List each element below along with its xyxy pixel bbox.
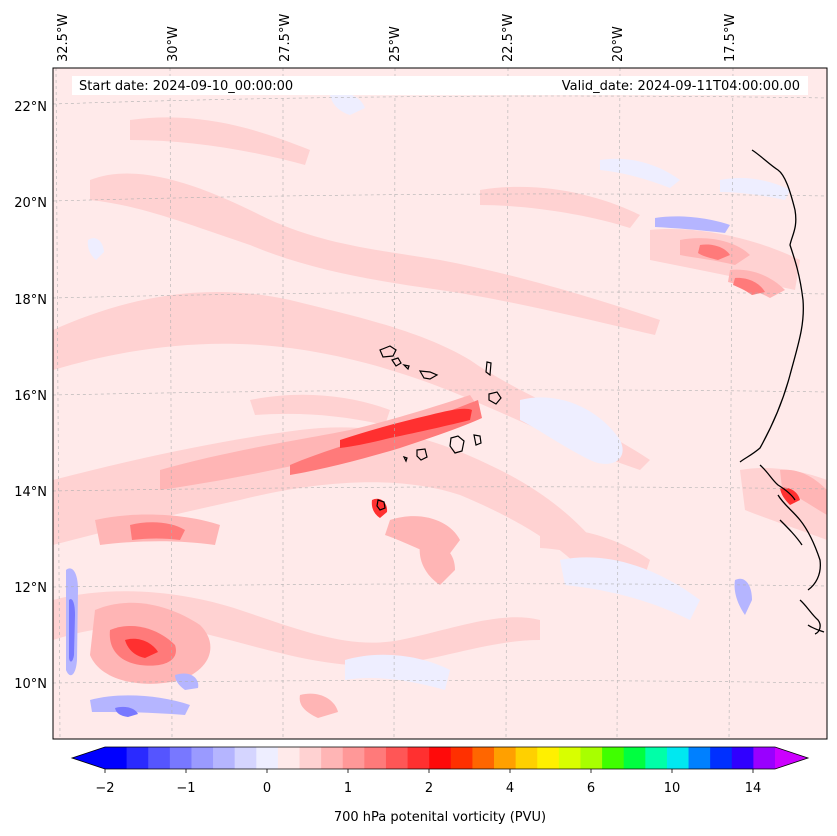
pv-contours-negative <box>87 93 790 690</box>
colorbar-cell <box>256 747 279 769</box>
latitude-labels: 22°N 20°N 18°N 16°N 14°N 12°N 10°N <box>14 100 47 692</box>
colorbar-tick-label: 14 <box>745 781 762 796</box>
colorbar-under-triangle <box>72 747 105 769</box>
lat-label-14n: 14°N <box>14 485 47 500</box>
colorbar-tick-label: 2 <box>425 781 433 796</box>
colorbar-cell <box>429 747 452 769</box>
longitude-labels: 32.5°W 30°W 27.5°W 25°W 22.5°W 20°W 17.5… <box>56 14 738 62</box>
start-date-label: Start date: 2024-09-10_00:00:00 <box>79 79 293 94</box>
colorbar-tick-label: 0 <box>263 781 271 796</box>
colorbar-cell <box>688 747 711 769</box>
cape-verde-islands <box>376 345 502 511</box>
colorbar-tick-label: 6 <box>587 781 595 796</box>
colorbar-cell <box>385 747 408 769</box>
lon-label-32-5w: 32.5°W <box>56 14 71 62</box>
colorbar-cell <box>645 747 668 769</box>
colorbar-cell <box>494 747 517 769</box>
colorbar-tick-label: 10 <box>664 781 681 796</box>
colorbar-cell <box>407 747 430 769</box>
colorbar-cell <box>602 747 625 769</box>
colorbar-label: 700 hPa potenital vorticity (PVU) <box>334 810 546 825</box>
lon-label-20w: 20°W <box>611 26 626 62</box>
colorbar-cell <box>191 747 214 769</box>
colorbar: −2 −1 0 1 2 4 6 10 14 700 hPa potenital vorticit… <box>70 746 810 825</box>
map-plot-area <box>53 68 827 739</box>
colorbar-cell <box>277 747 300 769</box>
colorbar-tick-label: −1 <box>176 781 195 796</box>
lat-label-10n: 10°N <box>14 677 47 692</box>
colorbar-cell <box>515 747 538 769</box>
coastline <box>739 149 825 635</box>
valid-date-label: Valid_date: 2024-09-11T04:00:00.00 <box>562 79 800 94</box>
lat-label-16n: 16°N <box>14 389 47 404</box>
colorbar-cell <box>169 747 192 769</box>
lat-label-18n: 18°N <box>14 293 47 308</box>
colorbar-cell <box>234 747 257 769</box>
map-frame <box>52 67 828 740</box>
lon-label-27-5w: 27.5°W <box>278 14 293 62</box>
colorbar-cell <box>105 747 128 769</box>
colorbar-tick-label: 4 <box>506 781 514 796</box>
colorbar-cell <box>148 747 171 769</box>
colorbar-cell <box>364 747 387 769</box>
colorbar-cell <box>537 747 560 769</box>
lat-label-20n: 20°N <box>14 196 47 211</box>
colorbar-cell <box>342 747 365 769</box>
gridlines <box>53 68 827 739</box>
lon-label-30w: 30°W <box>166 26 181 62</box>
date-header-box <box>72 76 808 95</box>
colorbar-cell <box>753 747 776 769</box>
colorbar-tick-label: 1 <box>344 781 352 796</box>
colorbar-cell <box>213 747 236 769</box>
lat-label-12n: 12°N <box>14 581 47 596</box>
colorbar-cell <box>580 747 603 769</box>
colorbar-cell <box>666 747 689 769</box>
colorbar-tick-label: −2 <box>95 781 114 796</box>
colorbar-over-triangle <box>775 747 808 769</box>
colorbar-cell <box>472 747 495 769</box>
colorbar-cell <box>321 747 344 769</box>
colorbar-cell <box>299 747 322 769</box>
colorbar-cell <box>450 747 473 769</box>
pv-contours-negative-strong <box>69 599 138 717</box>
colorbar-cell <box>731 747 754 769</box>
lon-label-22-5w: 22.5°W <box>501 14 516 62</box>
colorbar-cell <box>623 747 646 769</box>
pv-contours-very-high <box>125 408 800 658</box>
lon-label-25w: 25°W <box>388 26 403 62</box>
lat-label-22n: 22°N <box>14 100 47 115</box>
colorbar-cell <box>558 747 581 769</box>
colorbar-cell <box>710 747 733 769</box>
lon-label-17-5w: 17.5°W <box>723 14 738 62</box>
colorbar-cell <box>126 747 149 769</box>
